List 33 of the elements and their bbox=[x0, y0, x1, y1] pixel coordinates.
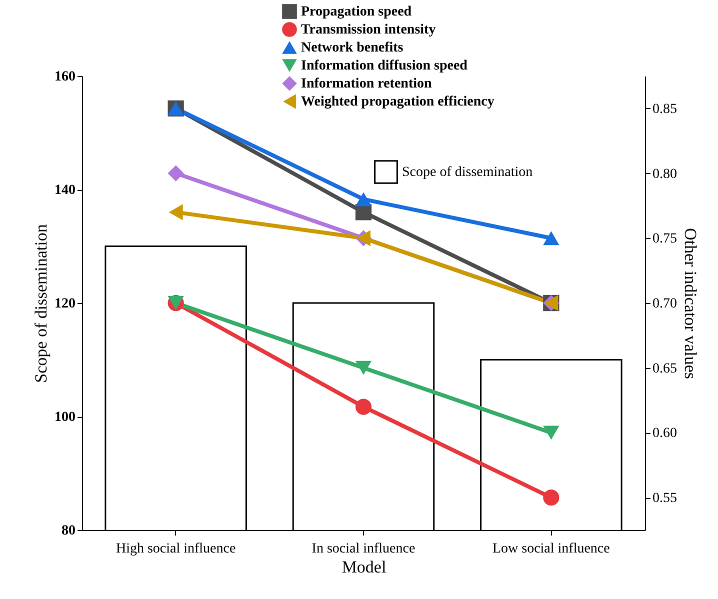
point bbox=[168, 204, 183, 220]
y2-tick-label: 0.80 bbox=[652, 166, 677, 182]
y-tick-label: 80 bbox=[62, 524, 76, 538]
legend-label: Weighted propagation efficiency bbox=[301, 94, 494, 110]
y2-tick-label: 0.85 bbox=[652, 102, 677, 117]
x-tick-label: In social influence bbox=[312, 542, 416, 556]
point bbox=[168, 165, 184, 182]
y-tick-label: 100 bbox=[54, 410, 76, 425]
y-axis-title: Scope of dissemination bbox=[32, 224, 50, 383]
point bbox=[543, 231, 560, 246]
point bbox=[355, 192, 372, 206]
y2-tick-label: 0.70 bbox=[652, 296, 677, 312]
x-tick-label: Low social influence bbox=[492, 542, 610, 556]
y2-tick-label: 0.75 bbox=[652, 232, 677, 247]
x-axis-title: Model bbox=[342, 558, 386, 576]
y2-tick-label: 0.60 bbox=[652, 426, 677, 442]
legend-label: Transmission intensity bbox=[301, 22, 436, 38]
y-tick-label: 120 bbox=[54, 296, 76, 312]
y2-tick-label: 0.55 bbox=[652, 491, 677, 506]
point bbox=[355, 360, 372, 375]
y-tick-label: 140 bbox=[54, 183, 76, 198]
legend-label: Information diffusion speed bbox=[301, 58, 468, 74]
y2-tick-label: 0.65 bbox=[652, 361, 677, 376]
legend-label: Propagation speed bbox=[301, 4, 412, 20]
legend-label: Scope of dissemination bbox=[402, 165, 533, 180]
legend-label: Information retention bbox=[301, 76, 432, 92]
point bbox=[543, 426, 560, 440]
y-tick-label: 160 bbox=[54, 70, 76, 84]
x-tick-label: High social influence bbox=[116, 542, 236, 556]
point bbox=[543, 490, 560, 506]
legend-label: Network benefits bbox=[301, 40, 404, 56]
point bbox=[355, 398, 372, 415]
y2-axis-title: Other indicator values bbox=[681, 228, 700, 380]
